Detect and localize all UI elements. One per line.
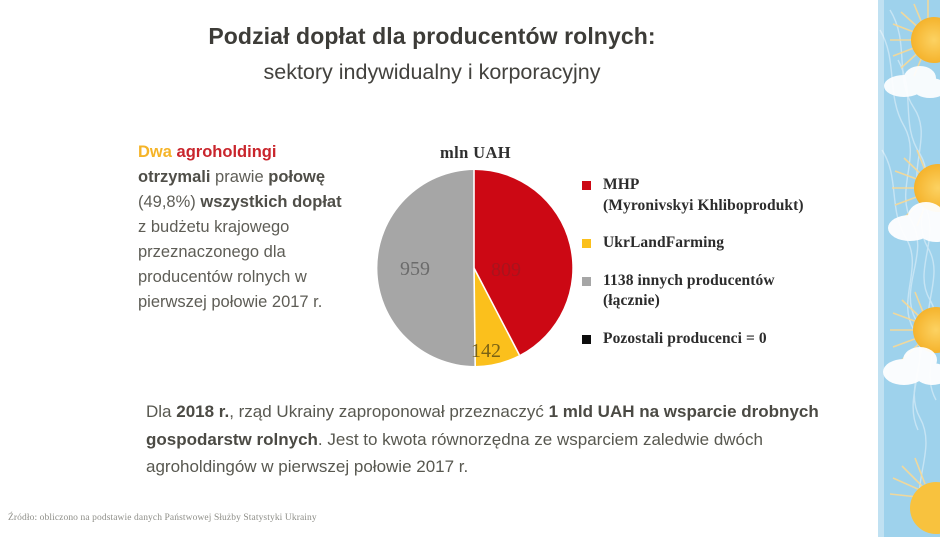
- callout-word-prawie: prawie: [215, 168, 264, 187]
- legend-label-others: 1138 innych producentów (łącznie): [603, 271, 775, 312]
- bottom-text-part-2: , rząd Ukrainy zaproponował przeznaczyć: [229, 402, 549, 421]
- legend-swatch-mhp-icon: [582, 181, 591, 190]
- legend-item-mhp[interactable]: MHP (Myronivskyi Khliboprodukt): [582, 175, 854, 216]
- legend-swatch-others-icon: [582, 276, 591, 286]
- bottom-text-amount-highlight: 1 mld UAH na wsparcie drobnych gospodars…: [146, 402, 819, 449]
- decorative-edge-strip: [864, 0, 940, 537]
- callout-word-otrzymali: otrzymali: [138, 168, 211, 187]
- source-footnote: Źródło: obliczono na podstawie danych Pa…: [8, 513, 317, 523]
- callout-word-agroholdingi: agroholdingi: [176, 143, 277, 161]
- pie-slice-others[interactable]: [377, 170, 476, 366]
- legend-item-ukrlandfarming[interactable]: UkrLandFarming: [582, 233, 854, 254]
- legend-label-mhp-sub: (Myronivskyi Khliboprodukt): [603, 196, 804, 214]
- callout-tail-text: budżetu krajowego przeznaczonego dla pro…: [138, 218, 323, 312]
- pie-chart-svg: [377, 169, 573, 366]
- legend-label-remaining-main: Pozostali producenci = 0: [603, 330, 767, 348]
- legend-label-ukrlandfarming: UkrLandFarming: [603, 233, 724, 254]
- pie-slice-mhp[interactable]: [474, 169, 573, 355]
- bottom-text-part-3: . Jest to kwota równorzędna ze wsparciem…: [146, 429, 763, 477]
- chart-legend: MHP (Myronivskyi Khliboprodukt) UkrLandF…: [582, 175, 854, 350]
- legend-label-others-sub: (łącznie): [603, 292, 660, 310]
- pie-chart: mln UAH 959 809 142: [368, 143, 583, 383]
- pie-slice-ukrlandfarming[interactable]: [474, 268, 520, 366]
- legend-label-remaining: Pozostali producenci = 0: [603, 329, 767, 350]
- callout-word-dwa: Dwa: [138, 143, 172, 161]
- legend-item-remaining[interactable]: Pozostali producenci = 0: [582, 329, 854, 350]
- page-title: Podział dopłat dla producentów rolnych:: [208, 23, 656, 49]
- title-block: Podział dopłat dla producentów rolnych: …: [0, 22, 864, 88]
- legend-item-others[interactable]: 1138 innych producentów (łącznie): [582, 271, 854, 312]
- legend-label-ukrlandfarming-main: UkrLandFarming: [603, 234, 725, 252]
- legend-label-mhp-main: MHP: [603, 176, 640, 193]
- chart-unit-label: mln UAH: [439, 143, 512, 162]
- legend-swatch-ukrlandfarming-icon: [582, 239, 591, 249]
- page-subtitle: sektory indywidualny i korporacyjny: [263, 59, 601, 84]
- legend-label-others-main: 1138 innych producentów: [603, 271, 775, 289]
- callout-word-z: z: [138, 218, 147, 237]
- left-callout-paragraph: Dwa agroholdingi otrzymali prawie połowę…: [138, 140, 346, 316]
- callout-word-polowe: połowę: [268, 168, 326, 187]
- bottom-text-year-2018: 2018 r.: [176, 402, 230, 421]
- legend-swatch-remaining-icon: [582, 335, 591, 345]
- callout-value-percent: (49,8%): [138, 193, 196, 212]
- bottom-paragraph: Dla 2018 r., rząd Ukrainy zaproponował p…: [146, 398, 846, 481]
- callout-phrase-wszystkich-doplat: wszystkich dopłat: [200, 193, 342, 212]
- bottom-text-part-1: Dla: [146, 402, 177, 421]
- decorative-edge-graphic: [864, 0, 940, 537]
- legend-label-mhp: MHP (Myronivskyi Khliboprodukt): [603, 175, 804, 216]
